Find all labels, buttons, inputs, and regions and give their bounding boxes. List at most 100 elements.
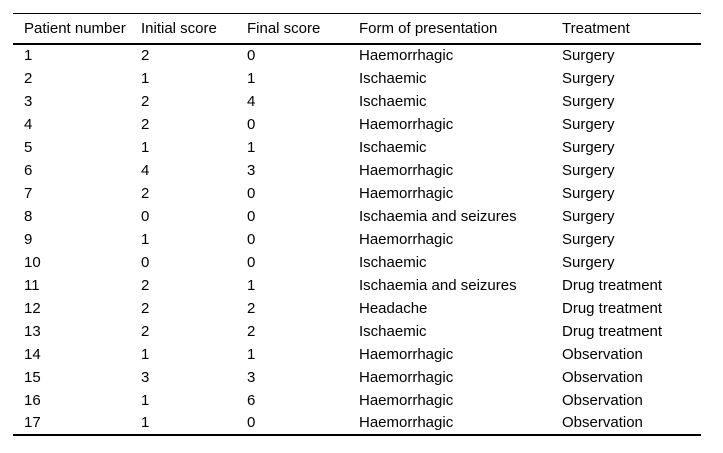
table-cell: Surgery bbox=[562, 207, 615, 225]
table-cell: Observation bbox=[562, 391, 643, 409]
table-cell: 10 bbox=[24, 253, 41, 271]
table-row: 6 4 3 Haemorrhagic Surgery bbox=[13, 159, 701, 182]
table-cell: 0 bbox=[247, 414, 256, 431]
table-cell: 17 bbox=[24, 414, 41, 431]
table-cell: Haemorrhagic bbox=[359, 161, 454, 179]
column-header: Patient number bbox=[13, 13, 141, 45]
column-header: Final score bbox=[247, 13, 359, 45]
table-row: 3 2 4 Ischaemic Surgery bbox=[13, 90, 701, 113]
table-cell: Surgery bbox=[562, 253, 615, 271]
table-cell: Haemorrhagic bbox=[359, 414, 454, 431]
table-row: 4 2 0 Haemorrhagic Surgery bbox=[13, 113, 701, 136]
table-row: 13 2 2 Ischaemic Drug treatment bbox=[13, 320, 701, 343]
table-cell: Ischaemic bbox=[359, 69, 427, 87]
table-cell: 13 bbox=[24, 322, 41, 340]
table-cell: Surgery bbox=[562, 230, 615, 248]
table-cell: Surgery bbox=[562, 184, 615, 202]
table-cell: 11 bbox=[24, 276, 40, 294]
table-body: 1 2 0 Haemorrhagic Surgery 2 1 1 Ischaemic Surger… bbox=[13, 44, 701, 435]
table-cell: 1 bbox=[247, 276, 256, 294]
table-cell: 8 bbox=[24, 207, 33, 225]
table-cell: 5 bbox=[24, 138, 33, 156]
table-cell: Surgery bbox=[562, 47, 615, 64]
column-header: Treatment bbox=[562, 13, 701, 45]
table-cell: Ischaemia and seizures bbox=[359, 276, 517, 294]
table-cell: Surgery bbox=[562, 161, 615, 179]
table-row: 14 1 1 Haemorrhagic Observation bbox=[13, 343, 701, 366]
table-cell: Ischaemic bbox=[359, 253, 427, 271]
table-cell: Observation bbox=[562, 414, 643, 431]
table-cell: 0 bbox=[247, 47, 256, 64]
column-header: Initial score bbox=[141, 13, 247, 45]
column-header: Form of presentation bbox=[359, 13, 562, 45]
table-cell: 1 bbox=[141, 230, 150, 248]
table-row: 12 2 2 Headache Drug treatment bbox=[13, 297, 701, 320]
table-cell: Haemorrhagic bbox=[359, 368, 454, 386]
table-cell: Surgery bbox=[562, 92, 615, 110]
table-cell: 0 bbox=[247, 207, 256, 225]
table-row: 15 3 3 Haemorrhagic Observation bbox=[13, 366, 701, 389]
table-cell: 15 bbox=[24, 368, 41, 386]
table-cell: Ischaemic bbox=[359, 138, 427, 156]
table-cell: 3 bbox=[141, 368, 150, 386]
table-cell: 2 bbox=[247, 322, 256, 340]
table-cell: 3 bbox=[247, 368, 256, 386]
table-cell: 0 bbox=[247, 253, 256, 271]
table-cell: Ischaemic bbox=[359, 92, 427, 110]
table-row: 9 1 0 Haemorrhagic Surgery bbox=[13, 228, 701, 251]
table-cell: 0 bbox=[141, 253, 150, 271]
table-cell: 3 bbox=[24, 92, 33, 110]
table-cell: 1 bbox=[247, 138, 256, 156]
table-cell: 9 bbox=[24, 230, 33, 248]
table-cell: Observation bbox=[562, 345, 643, 363]
table-cell: 2 bbox=[24, 69, 33, 87]
patient-table-container: Patient number Initial score Final score Fo… bbox=[13, 13, 701, 436]
table-cell: 2 bbox=[141, 47, 150, 64]
table-cell: 2 bbox=[141, 115, 150, 133]
table-cell: 2 bbox=[141, 299, 150, 317]
table-row: 7 2 0 Haemorrhagic Surgery bbox=[13, 182, 701, 205]
table-cell: Drug treatment bbox=[562, 276, 663, 294]
table-cell: 1 bbox=[247, 69, 256, 87]
table-cell: 4 bbox=[141, 161, 150, 179]
table-cell: 1 bbox=[141, 69, 150, 87]
table-cell: Ischaemic bbox=[359, 322, 427, 340]
table-cell: 6 bbox=[247, 391, 256, 409]
patient-table: Patient number Initial score Final score Fo… bbox=[13, 13, 701, 436]
table-cell: Surgery bbox=[562, 138, 615, 156]
table-row: 11 2 1 Ischaemia and seizures Drug treatment bbox=[13, 274, 701, 297]
table-row: 17 1 0 Haemorrhagic Observation bbox=[13, 412, 701, 435]
table-cell: Haemorrhagic bbox=[359, 115, 454, 133]
table-cell: Haemorrhagic bbox=[359, 391, 454, 409]
header-row: Patient number Initial score Final score Fo… bbox=[13, 13, 701, 45]
table-cell: Drug treatment bbox=[562, 299, 663, 317]
table-cell: 2 bbox=[141, 92, 150, 110]
table-cell: 1 bbox=[141, 138, 150, 156]
table-row: 16 1 6 Haemorrhagic Observation bbox=[13, 389, 701, 412]
table-cell: Headache bbox=[359, 299, 428, 317]
table-cell: 4 bbox=[24, 115, 33, 133]
table-cell: 2 bbox=[247, 299, 256, 317]
table-cell: Observation bbox=[562, 368, 643, 386]
table-cell: 1 bbox=[247, 345, 256, 363]
table-row: 2 1 1 Ischaemic Surgery bbox=[13, 67, 701, 90]
table-cell: 2 bbox=[141, 184, 150, 202]
table-cell: 3 bbox=[247, 161, 256, 179]
table-row: 10 0 0 Ischaemic Surgery bbox=[13, 251, 701, 274]
table-cell: Drug treatment bbox=[562, 322, 663, 340]
table-cell: 16 bbox=[24, 391, 41, 409]
table-row: 5 1 1 Ischaemic Surgery bbox=[13, 136, 701, 159]
table-cell: Haemorrhagic bbox=[359, 47, 454, 64]
table-row: 1 2 0 Haemorrhagic Surgery bbox=[13, 44, 701, 67]
table-row: 8 0 0 Ischaemia and seizures Surgery bbox=[13, 205, 701, 228]
table-cell: 2 bbox=[141, 322, 150, 340]
table-cell: 7 bbox=[24, 184, 33, 202]
table-cell: 0 bbox=[247, 115, 256, 133]
table-cell: 2 bbox=[141, 276, 150, 294]
table-cell: Surgery bbox=[562, 69, 615, 87]
table-cell: Haemorrhagic bbox=[359, 184, 454, 202]
table-cell: 4 bbox=[247, 92, 256, 110]
table-cell: 1 bbox=[141, 391, 150, 409]
table-cell: Haemorrhagic bbox=[359, 345, 454, 363]
